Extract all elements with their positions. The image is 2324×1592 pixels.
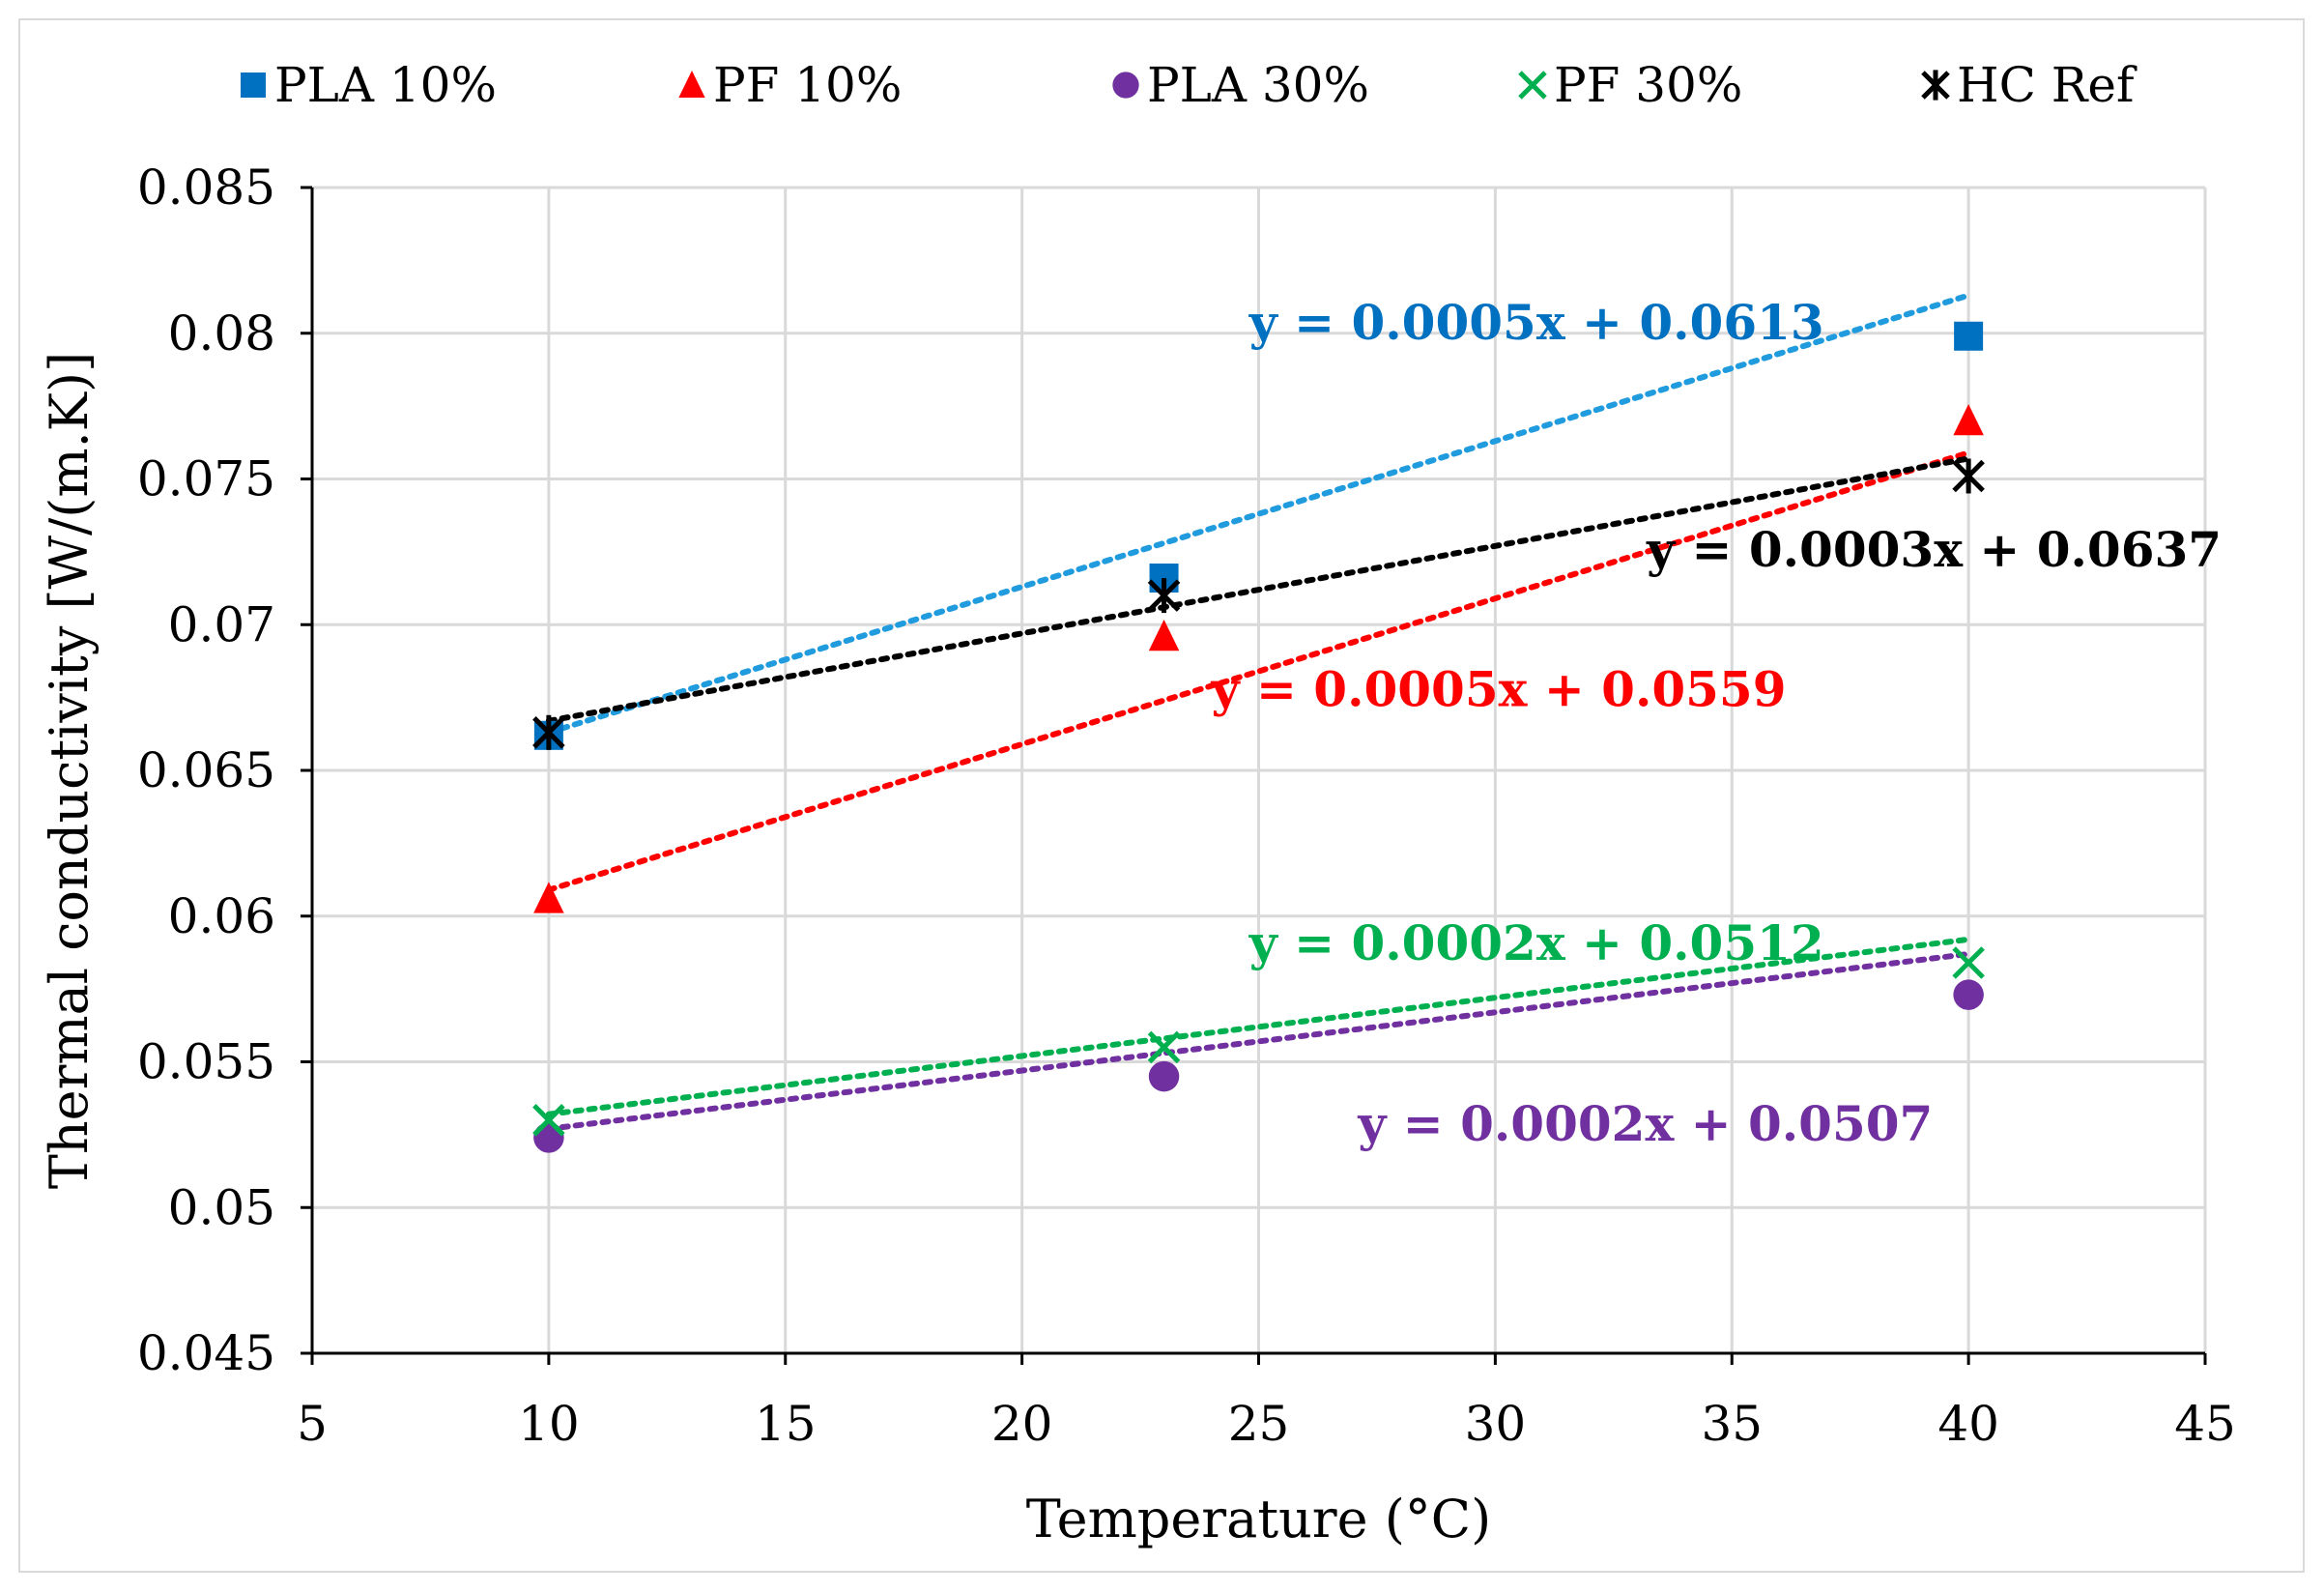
legend-label-pf-30: PF 30% — [1554, 57, 1742, 113]
x-tick-label: 5 — [297, 1396, 328, 1452]
equation-pla-10: y = 0.0005x + 0.0613 — [1248, 294, 1824, 351]
x-axis-title: Temperature (°C) — [1026, 1489, 1491, 1549]
legend-item-hc-ref: HC Ref — [1921, 57, 2138, 113]
y-tick-label: 0.055 — [137, 1034, 275, 1090]
equation-pf-30: y = 0.0002x + 0.0512 — [1248, 914, 1824, 971]
x-tick-label: 45 — [2174, 1396, 2236, 1452]
point-pf-30-stroke — [1952, 946, 1985, 979]
point-pf-30 — [1952, 946, 1985, 979]
point-pla-30 — [1953, 979, 1984, 1010]
x-tick-label: 20 — [991, 1396, 1053, 1452]
trendlines — [545, 292, 1972, 1132]
point-pf-30 — [1147, 1030, 1181, 1064]
legend-item-pf-10: PF 10% — [678, 57, 902, 113]
equation-pla-30: y = 0.0002x + 0.0507 — [1357, 1095, 1933, 1152]
y-tick-label: 0.06 — [168, 888, 275, 944]
legend-label-pla-30: PLA 30% — [1147, 57, 1369, 113]
x-tick-label: 25 — [1228, 1396, 1290, 1452]
legend: PLA 10% PF 10% PLA 30% PF 30% HC Ref — [241, 57, 2138, 113]
chart-frame — [18, 18, 2305, 1573]
data-points — [532, 321, 1985, 1153]
x-tick-label: 40 — [1937, 1396, 1999, 1452]
legend-marker-pla-30 — [1112, 72, 1139, 99]
point-pf-10 — [533, 882, 564, 913]
point-hc-ref — [532, 714, 565, 750]
equation-pf-10: y = 0.0005x + 0.0559 — [1211, 661, 1787, 718]
trendline-pf-10 — [545, 449, 1972, 893]
legend-marker-pf-30 — [1518, 71, 1547, 100]
tick-labels: 5 10 15 20 25 30 35 40 45 0.045 0.05 0.055 0.06 0.065… — [137, 159, 2236, 1452]
y-tick-label: 0.045 — [137, 1325, 275, 1381]
point-pla-10 — [1954, 321, 1984, 351]
axes — [301, 186, 2207, 1365]
y-tick-label: 0.085 — [137, 159, 275, 216]
legend-item-pla-10: PLA 10% — [241, 57, 497, 113]
legend-item-pf-30: PF 30% — [1518, 57, 1742, 113]
point-pf-30 — [532, 1104, 565, 1137]
y-tick-label: 0.07 — [168, 596, 275, 652]
point-pf-30-stroke — [1147, 1030, 1181, 1064]
y-tick-label: 0.08 — [168, 305, 275, 362]
trendline-hc-ref — [545, 455, 1972, 724]
point-pf-10 — [1953, 403, 1984, 436]
legend-marker-pf-10 — [678, 71, 705, 98]
gridlines — [312, 186, 2207, 1353]
legend-label-hc-ref: HC Ref — [1957, 57, 2138, 113]
trendline-pf-30 — [545, 936, 1972, 1117]
legend-item-pla-30: PLA 30% — [1112, 57, 1369, 113]
point-pf-10 — [1148, 620, 1180, 651]
trendline-pla-30 — [545, 950, 1972, 1132]
x-tick-label: 35 — [1701, 1396, 1763, 1452]
y-tick-label: 0.075 — [137, 451, 275, 507]
x-tick-label: 15 — [755, 1396, 817, 1452]
y-tick-label: 0.05 — [168, 1179, 275, 1235]
point-hc-ref — [1147, 578, 1181, 614]
x-tick-label: 30 — [1465, 1396, 1527, 1452]
y-axis-title: Thermal conductivity [W/(m.K)] — [39, 352, 100, 1189]
legend-label-pf-10: PF 10% — [713, 57, 902, 113]
legend-label-pla-10: PLA 10% — [274, 57, 497, 113]
point-pla-30 — [1148, 1060, 1180, 1092]
legend-marker-pla-10 — [241, 72, 266, 98]
legend-marker-hc-ref — [1921, 70, 1950, 101]
trendline-equations: y = 0.0005x + 0.0613 y = 0.0005x + 0.0559… — [1211, 294, 2223, 1152]
legend-marker-pf-30-stroke — [1518, 71, 1547, 100]
point-pla-30 — [533, 1122, 564, 1153]
point-hc-ref — [1952, 458, 1985, 494]
x-tick-label: 10 — [518, 1396, 580, 1452]
equation-hc-ref: y = 0.0003x + 0.0637 — [1646, 521, 2222, 578]
y-tick-label: 0.065 — [137, 742, 275, 798]
trendline-pla-10 — [545, 292, 1972, 736]
point-pf-30-stroke — [532, 1104, 565, 1137]
